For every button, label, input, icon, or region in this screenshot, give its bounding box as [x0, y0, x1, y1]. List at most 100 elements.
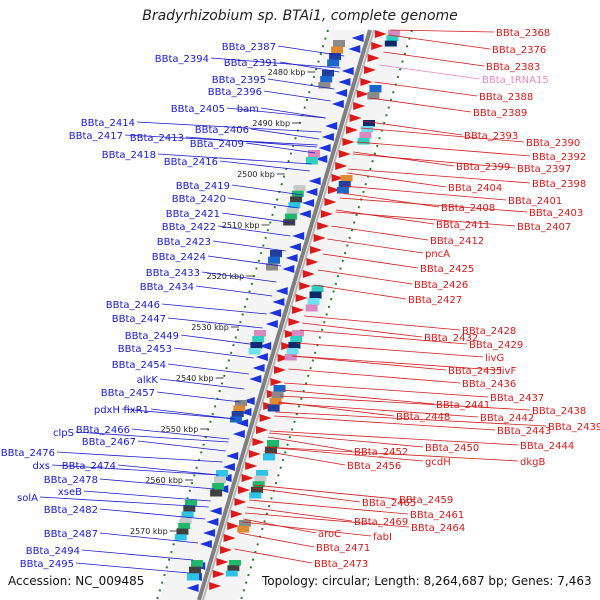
feature-block	[185, 500, 197, 507]
left-gene-label: BBta_2409	[190, 139, 244, 150]
minus-strand-gene-arrow	[315, 155, 328, 163]
scale-tick-label: 2570 kbp	[130, 527, 168, 536]
left-leader-line	[217, 225, 291, 237]
feature-block	[290, 196, 303, 203]
plus-strand-gene-arrow	[288, 318, 301, 326]
scale-tick-label: 2480 kbp	[268, 68, 306, 77]
feature-block	[333, 40, 345, 47]
left-leader-line	[83, 490, 211, 502]
right-leader-line	[253, 484, 398, 500]
right-leader-line	[322, 253, 419, 269]
left-gene-label: BBta_2416	[164, 157, 218, 168]
topology-label: Topology: circular; Length: 8,264,687 bp…	[262, 574, 592, 588]
right-leader-line	[278, 402, 479, 418]
plus-strand-gene-arrow	[313, 234, 326, 242]
left-feature-stack	[327, 40, 345, 67]
right-feature-stack	[357, 120, 375, 145]
feature-block	[187, 573, 199, 581]
right-gene-label: BBta_2464	[411, 523, 465, 534]
left-leader-line	[245, 142, 316, 154]
feature-block	[286, 207, 299, 215]
left-gene-label: BBta_2482	[44, 505, 98, 516]
plus-strand-gene-arrow	[371, 42, 384, 50]
right-gene-label: livF	[499, 366, 516, 377]
feature-block	[231, 411, 244, 417]
right-leader-line	[281, 389, 435, 405]
feature-block	[252, 336, 265, 343]
plus-strand-gene-arrow	[317, 222, 330, 230]
feature-block	[369, 85, 382, 93]
feature-block	[329, 53, 342, 60]
left-leader-line	[39, 496, 209, 508]
left-leader-line	[167, 317, 263, 329]
right-feature-stack	[267, 385, 286, 412]
right-gene-label: BBta_2426	[414, 280, 468, 291]
plus-strand-gene-arrow	[227, 522, 240, 530]
right-leader-line	[292, 355, 498, 371]
right-leader-line	[343, 185, 507, 201]
right-feature-stack	[367, 85, 382, 100]
left-gene-label: BBta_2457	[101, 388, 155, 399]
scale-tick-label: 2540 kbp	[176, 374, 214, 383]
right-gene-label: BBta_2399	[456, 162, 510, 173]
plus-strand-gene-arrow	[259, 414, 272, 422]
left-leader-line	[173, 347, 254, 359]
right-gene-label: pncA	[425, 249, 450, 260]
minus-strand-gene-arrow	[282, 265, 295, 273]
feature-block	[308, 150, 320, 158]
right-gene-label: BBta_2439	[548, 422, 600, 433]
minus-strand-gene-arrow	[222, 463, 235, 471]
left-leader-line	[156, 391, 241, 403]
scale-tick-label: 2560 kbp	[145, 476, 183, 485]
left-gene-label: BBta_2396	[208, 87, 262, 98]
feature-block	[181, 511, 194, 518]
right-leader-line	[299, 329, 468, 345]
minus-strand-gene-arrow	[331, 100, 344, 108]
left-leader-line	[210, 57, 341, 69]
left-leader-line	[260, 107, 326, 119]
feature-block	[189, 566, 201, 574]
right-gene-label: BBta_2442	[480, 413, 534, 424]
left-leader-line	[117, 464, 219, 476]
right-leader-line	[369, 97, 472, 113]
left-leader-line	[136, 121, 322, 133]
feature-block	[322, 70, 334, 77]
right-gene-label: BBta_2459	[399, 495, 453, 506]
plus-strand-gene-arrow	[277, 354, 290, 362]
feature-block	[320, 76, 333, 83]
right-gene-label: BBta_2473	[314, 559, 368, 570]
plus-strand-gene-arrow	[328, 186, 340, 194]
right-gene-label: BBta_2435	[448, 366, 502, 377]
right-gene-label: BBta_2441	[436, 400, 490, 411]
plus-strand-gene-arrow	[353, 102, 366, 110]
plus-strand-gene-arrow	[299, 282, 312, 290]
left-leader-line	[51, 464, 219, 476]
feature-block	[269, 398, 282, 405]
right-leader-line	[374, 81, 478, 97]
right-leader-line	[379, 64, 481, 80]
feature-block	[174, 534, 187, 541]
right-gene-label: BBta_2450	[425, 443, 479, 454]
feature-block	[367, 92, 380, 100]
plus-strand-gene-arrow	[256, 426, 268, 434]
minus-strand-gene-arrow	[209, 507, 222, 515]
left-gene-label: BBta_2495	[20, 559, 74, 570]
left-leader-line	[75, 562, 190, 574]
plus-strand-gene-arrow	[364, 66, 376, 74]
right-leader-line	[269, 432, 424, 448]
plus-strand-gene-arrow	[252, 438, 265, 446]
right-leader-line	[383, 51, 485, 67]
feature-block	[179, 517, 192, 524]
minus-strand-gene-arrow	[206, 518, 219, 526]
minus-strand-gene-arrow	[288, 243, 301, 251]
left-leader-line	[157, 153, 312, 165]
right-gene-label: BBta_2392	[532, 152, 586, 163]
plus-strand-gene-arrow	[292, 306, 304, 314]
feature-block	[327, 59, 340, 67]
minus-strand-gene-arrow	[298, 210, 311, 218]
right-leader-line	[304, 315, 461, 331]
feature-block	[230, 416, 243, 423]
left-leader-line	[137, 440, 226, 452]
plus-strand-gene-arrow	[241, 474, 254, 482]
